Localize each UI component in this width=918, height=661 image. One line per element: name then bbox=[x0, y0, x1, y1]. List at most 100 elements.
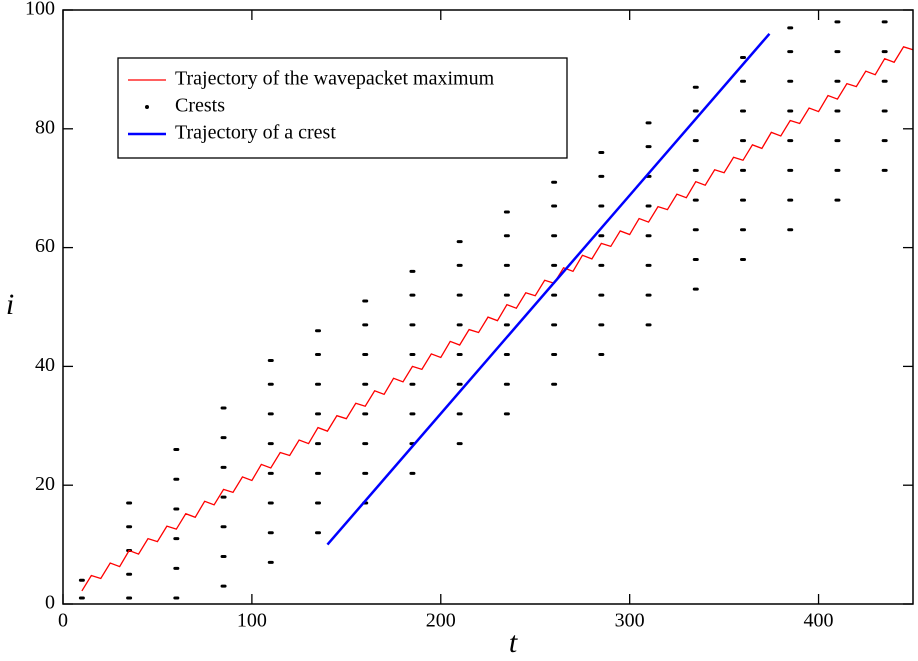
crest-point bbox=[362, 299, 369, 303]
crest-point bbox=[220, 554, 227, 558]
crest-point bbox=[598, 234, 605, 238]
crest-point bbox=[267, 501, 274, 505]
crest-point bbox=[220, 525, 227, 529]
crest-point bbox=[551, 234, 558, 238]
crest-point bbox=[173, 566, 180, 570]
crest-point bbox=[740, 56, 746, 60]
legend-label: Trajectory of a crest bbox=[175, 122, 336, 144]
crest-point bbox=[126, 501, 133, 505]
crest-point bbox=[551, 204, 558, 208]
crest-point bbox=[740, 228, 746, 232]
crest-point bbox=[267, 442, 274, 446]
crest-point bbox=[456, 412, 463, 416]
crest-point bbox=[598, 353, 605, 357]
crest-point bbox=[456, 263, 463, 267]
crest-point bbox=[173, 448, 180, 452]
crest-point bbox=[315, 501, 321, 505]
crest-point bbox=[409, 412, 416, 416]
y-tick-label: 60 bbox=[35, 235, 55, 257]
crest-point bbox=[503, 412, 510, 416]
crest-point bbox=[362, 323, 369, 327]
crest-point bbox=[456, 240, 463, 244]
crest-point bbox=[267, 358, 274, 362]
x-axis-label: t bbox=[509, 626, 518, 659]
crest-point bbox=[692, 139, 699, 143]
crest-point bbox=[362, 353, 369, 357]
crest-point bbox=[692, 198, 699, 202]
crest-point bbox=[456, 442, 463, 446]
crest-point bbox=[315, 412, 321, 416]
crest-point bbox=[409, 471, 416, 475]
crest-point bbox=[740, 168, 746, 172]
crest-point bbox=[645, 204, 652, 208]
crest-point bbox=[834, 20, 841, 24]
crest-point bbox=[881, 168, 888, 172]
legend-label: Crests bbox=[175, 95, 225, 117]
crest-point bbox=[740, 198, 746, 202]
crest-point bbox=[645, 121, 652, 125]
crest-point bbox=[645, 145, 652, 149]
crest-point bbox=[503, 293, 510, 297]
legend-box bbox=[117, 57, 568, 159]
crest-point bbox=[362, 442, 369, 446]
crest-point bbox=[834, 139, 841, 143]
crest-point bbox=[362, 412, 369, 416]
crest-point bbox=[787, 50, 794, 54]
x-tick-label: 400 bbox=[804, 610, 834, 632]
crest-point bbox=[409, 323, 416, 327]
crest-point bbox=[881, 20, 888, 24]
crest-point bbox=[692, 228, 699, 232]
crest-point bbox=[598, 151, 605, 155]
y-tick-label: 100 bbox=[25, 0, 55, 20]
crest-point bbox=[598, 174, 605, 178]
crest-point bbox=[645, 263, 652, 267]
crest-point bbox=[315, 329, 321, 333]
crest-point bbox=[834, 79, 841, 83]
crest-point bbox=[645, 234, 652, 238]
x-tick-label: 100 bbox=[237, 610, 267, 632]
crest-point bbox=[220, 495, 227, 499]
crest-point bbox=[220, 436, 227, 440]
crest-point bbox=[456, 323, 463, 327]
crest-point bbox=[740, 139, 746, 143]
crest-point bbox=[220, 584, 227, 588]
crest-point bbox=[315, 442, 321, 446]
crest-point bbox=[220, 465, 227, 469]
crest-point bbox=[456, 382, 463, 386]
crest-point bbox=[551, 353, 558, 357]
crest-point bbox=[173, 537, 180, 541]
crest-point bbox=[787, 79, 794, 83]
crest-point bbox=[173, 477, 180, 481]
series-line bbox=[81, 46, 914, 592]
crest-point bbox=[551, 382, 558, 386]
crest-point bbox=[220, 406, 227, 410]
crest-point bbox=[409, 293, 416, 297]
y-axis-label: i bbox=[6, 288, 14, 321]
crest-point bbox=[551, 323, 558, 327]
crest-point bbox=[881, 139, 888, 143]
y-tick-label: 20 bbox=[35, 473, 55, 495]
crest-point bbox=[315, 531, 321, 535]
crest-point bbox=[126, 596, 133, 600]
crest-point bbox=[503, 353, 510, 357]
crest-point bbox=[315, 382, 321, 386]
crest-point bbox=[692, 257, 699, 261]
crest-point bbox=[834, 50, 841, 54]
crest-point bbox=[456, 353, 463, 357]
crest-point bbox=[881, 50, 888, 54]
y-tick-label: 0 bbox=[45, 592, 55, 614]
crest-point bbox=[362, 471, 369, 475]
legend-symbol bbox=[145, 105, 149, 109]
crest-point bbox=[645, 323, 652, 327]
y-tick-label: 80 bbox=[35, 116, 55, 138]
crest-point bbox=[78, 578, 85, 582]
crest-point bbox=[173, 596, 180, 600]
crest-point bbox=[267, 382, 274, 386]
crest-point bbox=[692, 287, 699, 291]
x-tick-label: 200 bbox=[426, 610, 456, 632]
crest-point bbox=[598, 263, 605, 267]
crest-point bbox=[692, 168, 699, 172]
crest-point bbox=[126, 572, 133, 576]
crest-point bbox=[598, 323, 605, 327]
crest-point bbox=[881, 79, 888, 83]
